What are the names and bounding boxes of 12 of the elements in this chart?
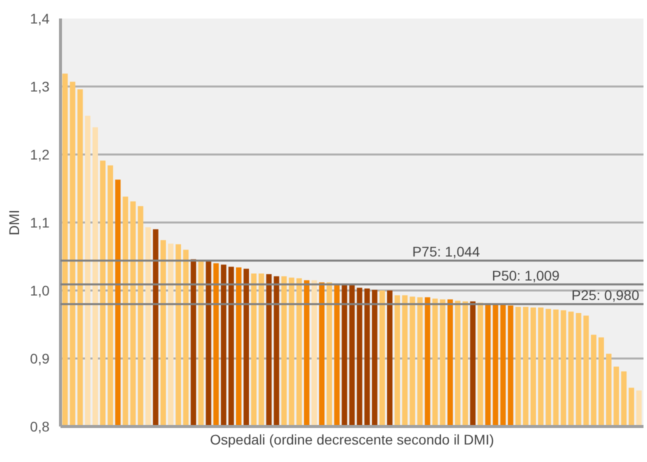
y-tick-label: 1,4: [30, 10, 50, 26]
y-tick-label: 1,0: [30, 282, 50, 298]
y-tick-label: 0,9: [30, 350, 50, 366]
y-axis-title: DMI: [6, 210, 22, 236]
y-tick-label: 1,1: [30, 214, 50, 230]
ref-line-label: P75: 1,044: [412, 244, 480, 260]
y-tick-label: 0,8: [30, 418, 50, 434]
ref-line-label: P25: 0,980: [572, 287, 640, 304]
x-axis-title: Ospedali (ordine decrescente secondo il DMI): [210, 432, 494, 448]
y-tick-label: 1,2: [30, 146, 50, 162]
ref-line-label: P50: 1,009: [492, 267, 560, 284]
y-tick-label: 1,3: [30, 78, 50, 94]
